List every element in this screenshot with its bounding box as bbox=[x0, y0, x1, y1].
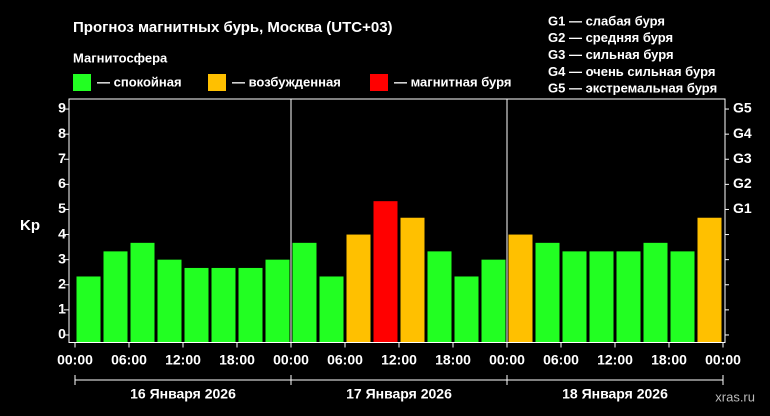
x-tick-label: 12:00 bbox=[165, 352, 201, 368]
y-tick-label: 0 bbox=[58, 326, 66, 342]
legend-label: — спокойная bbox=[97, 74, 182, 89]
bar bbox=[184, 267, 209, 343]
legend-swatch bbox=[370, 74, 388, 91]
day-label: 16 Января 2026 bbox=[130, 386, 236, 402]
x-tick-label: 06:00 bbox=[111, 352, 147, 368]
bar bbox=[238, 267, 263, 343]
legend-title: Магнитосфера bbox=[73, 50, 168, 65]
x-tick-label: 12:00 bbox=[381, 352, 417, 368]
bar bbox=[319, 276, 344, 343]
bar bbox=[481, 259, 506, 343]
bar bbox=[643, 242, 668, 343]
day-label: 17 Января 2026 bbox=[346, 386, 452, 402]
x-tick-label: 18:00 bbox=[219, 352, 255, 368]
bar bbox=[103, 251, 128, 343]
bar bbox=[697, 217, 722, 343]
y2-tick-label: G3 bbox=[733, 150, 752, 166]
bar bbox=[427, 251, 452, 343]
y-tick-label: 1 bbox=[58, 301, 66, 317]
storm-scale-label: G4 — очень сильная буря bbox=[548, 64, 715, 79]
bar bbox=[346, 234, 371, 343]
y-tick-label: 3 bbox=[58, 250, 66, 266]
bar bbox=[76, 276, 101, 343]
x-tick-label: 06:00 bbox=[327, 352, 363, 368]
x-tick-label: 00:00 bbox=[489, 352, 525, 368]
bar bbox=[157, 259, 182, 343]
x-tick-label: 00:00 bbox=[57, 352, 93, 368]
x-tick-label: 00:00 bbox=[273, 352, 309, 368]
bar bbox=[508, 234, 533, 343]
legend-swatch bbox=[73, 74, 91, 91]
y-tick-label: 2 bbox=[58, 275, 66, 291]
y-tick-label: 9 bbox=[58, 100, 66, 116]
x-tick-label: 00:00 bbox=[705, 352, 741, 368]
y2-tick-label: G4 bbox=[733, 125, 752, 141]
y-tick-label: 6 bbox=[58, 175, 66, 191]
legend-label: — магнитная буря bbox=[394, 74, 511, 89]
bar bbox=[454, 276, 479, 343]
storm-scale-label: G3 — сильная буря bbox=[548, 47, 674, 62]
bar bbox=[589, 251, 614, 343]
y-axis-label: Kp bbox=[20, 217, 40, 234]
storm-scale-label: G1 — слабая буря bbox=[548, 13, 665, 28]
bar bbox=[130, 242, 155, 343]
watermark: xras.ru bbox=[715, 389, 755, 404]
bar bbox=[373, 201, 398, 343]
storm-scale-label: G5 — экстремальная буря bbox=[548, 81, 717, 96]
y-tick-label: 7 bbox=[58, 150, 66, 166]
legend-swatch bbox=[208, 74, 226, 91]
bar bbox=[535, 242, 560, 343]
y-tick-label: 4 bbox=[58, 225, 66, 241]
bar bbox=[265, 259, 290, 343]
bar bbox=[562, 251, 587, 343]
y2-tick-label: G5 bbox=[733, 100, 752, 116]
y2-tick-label: G1 bbox=[733, 200, 752, 216]
day-label: 18 Января 2026 bbox=[562, 386, 668, 402]
y-tick-label: 5 bbox=[58, 200, 66, 216]
legend-label: — возбужденная bbox=[232, 74, 341, 89]
x-tick-label: 18:00 bbox=[435, 352, 471, 368]
bar bbox=[292, 242, 317, 343]
storm-scale-label: G2 — средняя буря bbox=[548, 30, 673, 45]
x-tick-label: 12:00 bbox=[597, 352, 633, 368]
bar bbox=[670, 251, 695, 343]
plot-frame bbox=[68, 98, 726, 343]
bar bbox=[211, 267, 236, 343]
chart-title: Прогноз магнитных бурь, Москва (UTC+03) bbox=[73, 19, 393, 36]
y-tick-label: 8 bbox=[58, 125, 66, 141]
x-tick-label: 06:00 bbox=[543, 352, 579, 368]
bar bbox=[616, 251, 641, 343]
bar bbox=[400, 217, 425, 343]
x-tick-label: 18:00 bbox=[651, 352, 687, 368]
y2-tick-label: G2 bbox=[733, 175, 752, 191]
